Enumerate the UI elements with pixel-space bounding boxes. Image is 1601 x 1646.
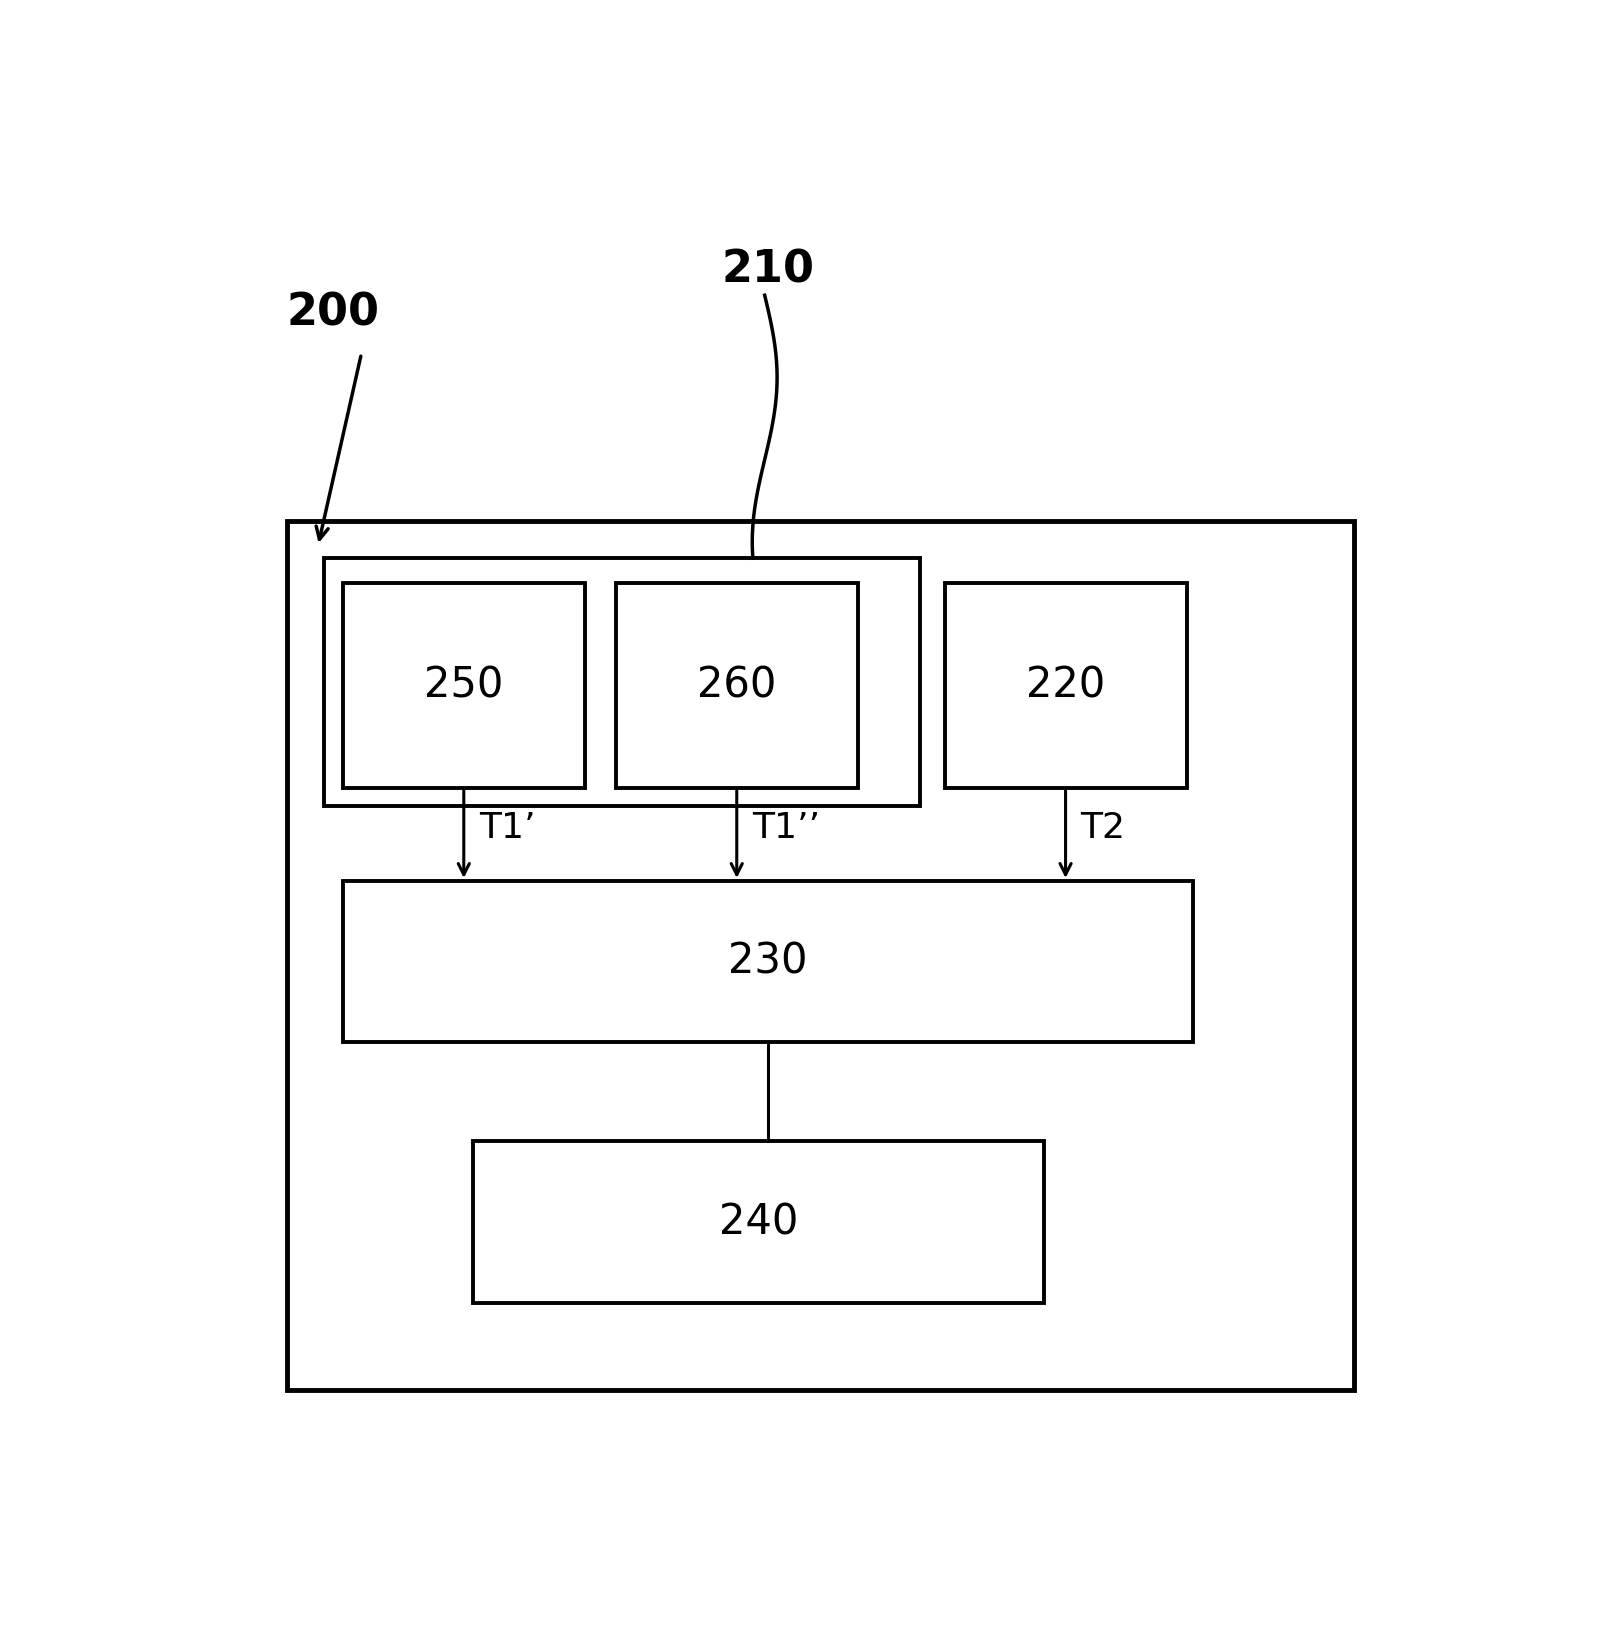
Text: 210: 210 (720, 249, 815, 291)
Text: T1’: T1’ (479, 811, 535, 844)
Bar (325, 558, 921, 807)
Text: 230: 230 (728, 940, 807, 983)
Text: 250: 250 (424, 665, 503, 706)
Text: 240: 240 (719, 1202, 799, 1243)
Text: 260: 260 (696, 665, 776, 706)
Bar (287, 522, 1354, 1389)
Bar (945, 583, 1186, 788)
Text: 200: 200 (287, 291, 379, 334)
Text: 220: 220 (1026, 665, 1105, 706)
Bar (616, 583, 858, 788)
Bar (474, 1141, 1044, 1302)
Bar (343, 881, 1193, 1042)
Text: T1’’: T1’’ (751, 811, 820, 844)
Bar (343, 583, 584, 788)
Text: T2: T2 (1081, 811, 1126, 844)
